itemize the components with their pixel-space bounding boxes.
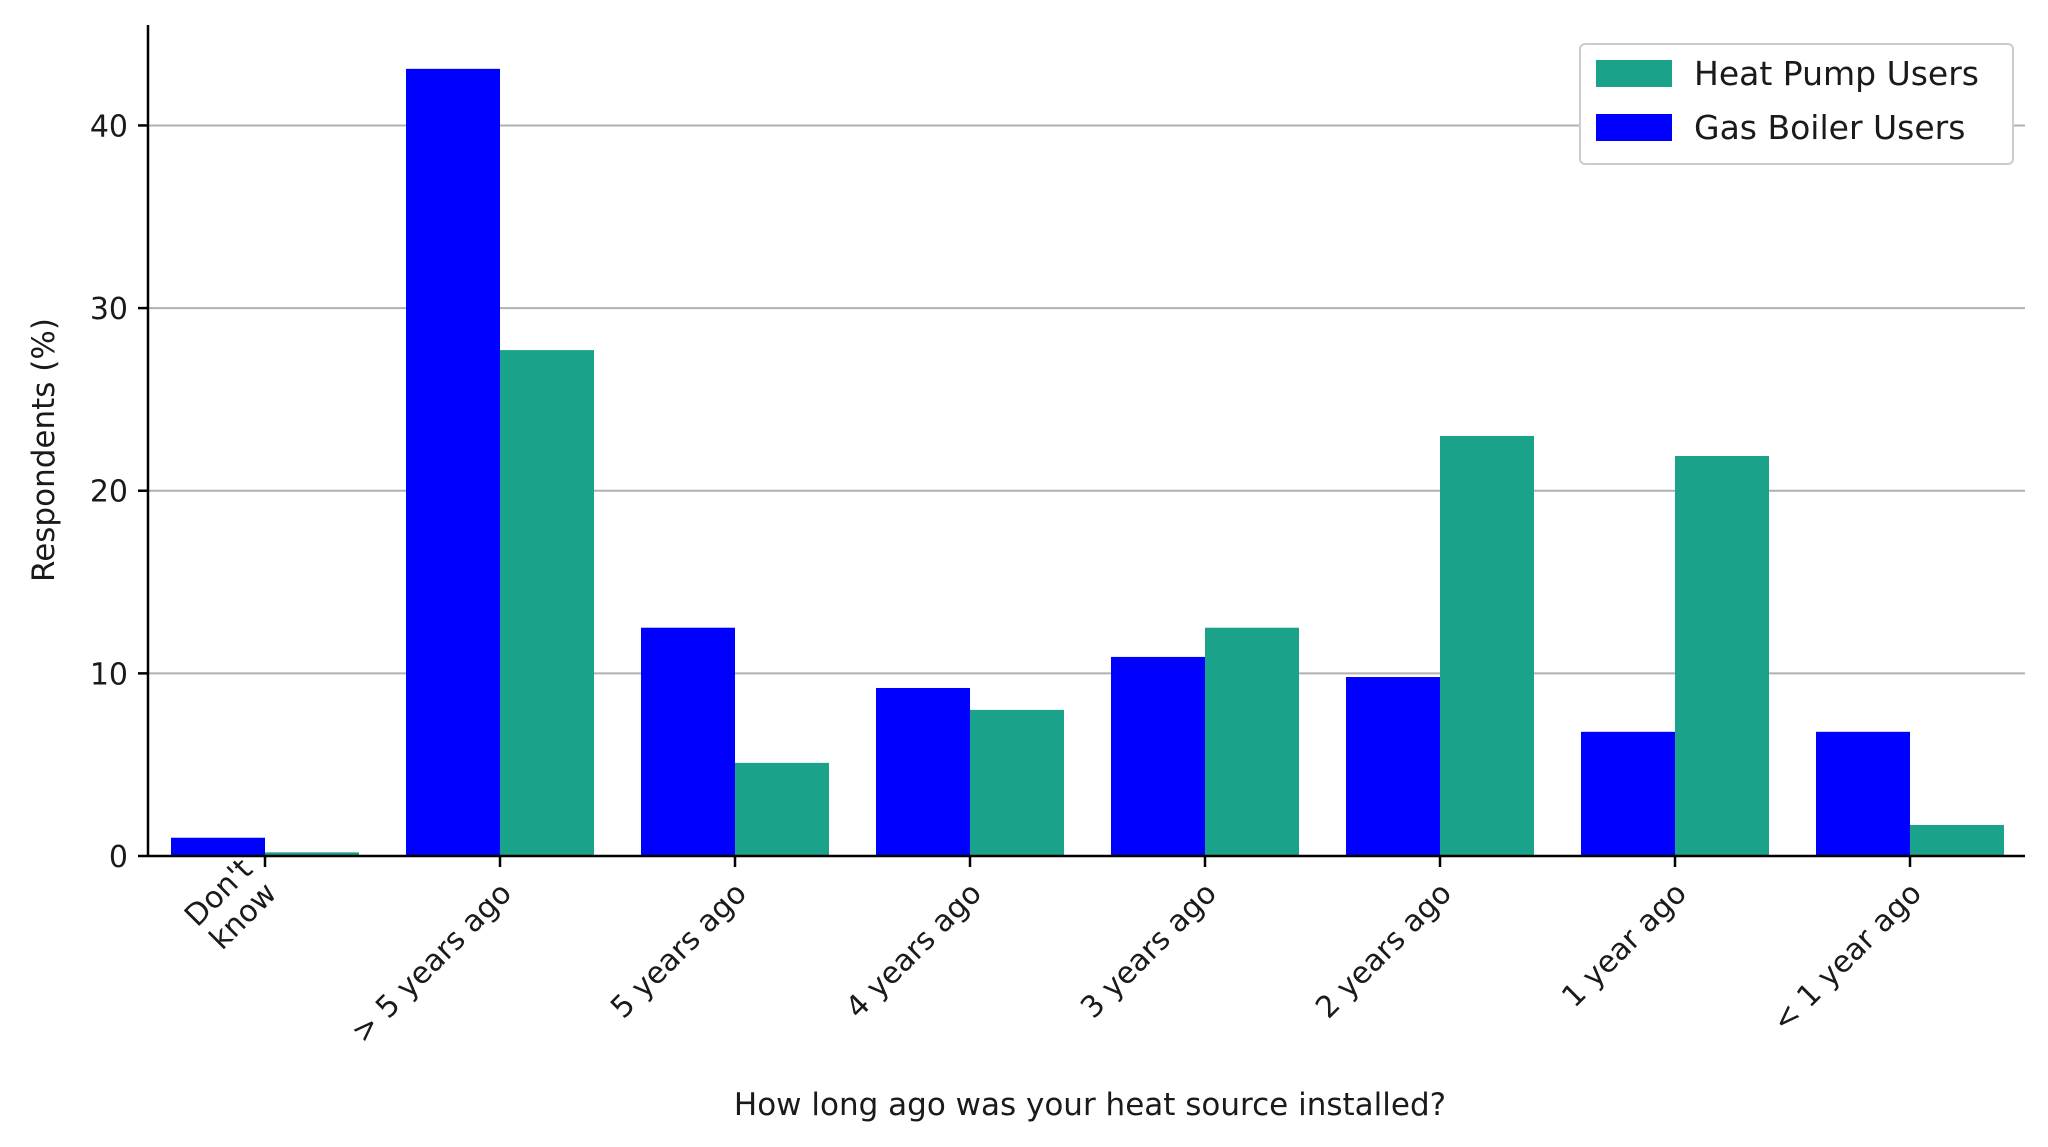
bar-heat-pump (265, 852, 359, 856)
y-tick-label: 30 (90, 292, 128, 327)
bar-heat-pump (970, 709, 1064, 856)
x-axis-title: How long ago was your heat source instal… (734, 1087, 1446, 1123)
x-tick-label-group: 2 years ago (1309, 876, 1459, 1026)
bar-heat-pump (500, 350, 594, 856)
bar-heat-pump (735, 762, 829, 856)
bars (171, 68, 2004, 857)
y-tick-label: 10 (90, 657, 128, 692)
x-tick-label: 4 years ago (839, 876, 989, 1026)
x-tick-label-group: > 5 years ago (345, 876, 519, 1050)
x-tick-label: 2 years ago (1309, 876, 1459, 1026)
x-tick-label: 3 years ago (1074, 876, 1224, 1026)
legend-swatch (1596, 114, 1672, 141)
x-tick-label-group: 5 years ago (604, 876, 754, 1026)
legend-swatch (1596, 60, 1672, 87)
x-tick-label-group: < 1 year ago (1766, 876, 1929, 1039)
x-tick-label: < 1 year ago (1766, 876, 1929, 1039)
bar-gas-boiler (1111, 656, 1205, 856)
x-tick-label: 1 year ago (1555, 876, 1694, 1015)
x-tick-label: > 5 years ago (345, 876, 519, 1050)
bar-gas-boiler (641, 627, 735, 856)
x-tick-label-group: 1 year ago (1555, 876, 1694, 1015)
bar-heat-pump (1440, 435, 1534, 856)
legend-label: Heat Pump Users (1694, 54, 1979, 93)
bar-gas-boiler (1816, 731, 1910, 856)
bar-heat-pump (1675, 456, 1769, 856)
y-tick-label: 20 (90, 475, 128, 510)
bar-gas-boiler (876, 687, 970, 856)
x-tick-label-group: 3 years ago (1074, 876, 1224, 1026)
bar-heat-pump (1205, 627, 1299, 856)
bar-gas-boiler (406, 68, 500, 857)
bar-gas-boiler (171, 837, 265, 856)
x-tick-label: 5 years ago (604, 876, 754, 1026)
y-tick-label: 40 (90, 109, 128, 144)
bar-heat-pump (1910, 824, 2004, 856)
y-tick-labels: 0 10 20 30 40 (90, 109, 128, 875)
legend-frame (1579, 43, 2014, 165)
axes (138, 25, 2025, 867)
bar-gas-boiler (1346, 677, 1440, 856)
y-tick-label: 0 (109, 840, 128, 875)
bar-gas-boiler (1581, 731, 1675, 856)
y-axis-title: Respondents (%) (26, 318, 62, 582)
x-tick-label-group: 4 years ago (839, 876, 989, 1026)
legend-label: Gas Boiler Users (1694, 108, 1965, 147)
legend: Heat Pump Users Gas Boiler Users (1579, 43, 2014, 165)
